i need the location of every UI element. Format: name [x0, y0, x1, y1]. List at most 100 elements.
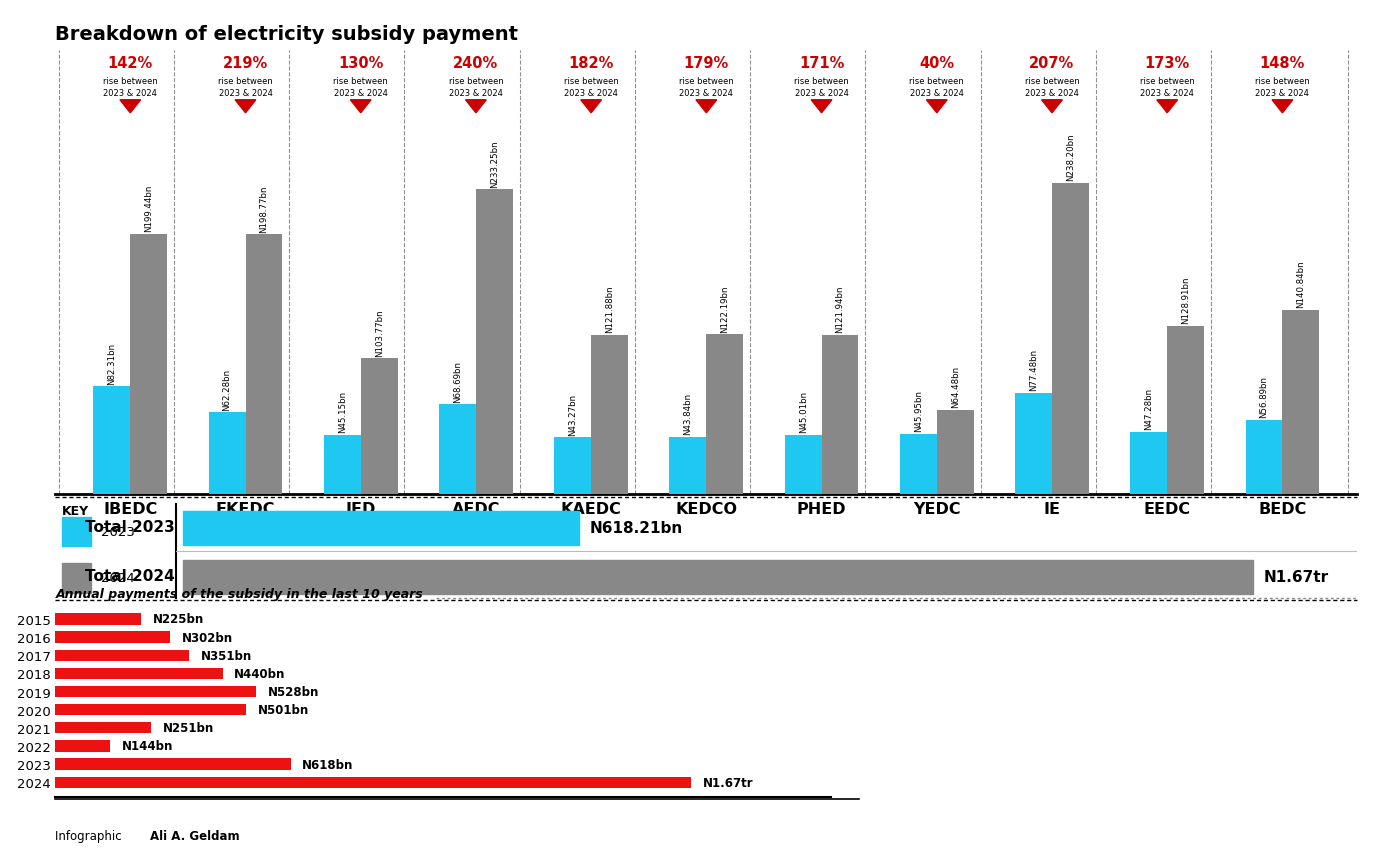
Bar	[1283, 311, 1320, 494]
Polygon shape	[580, 101, 601, 113]
Text: N122.19bn: N122.19bn	[720, 285, 730, 332]
Text: Ali A. Geldam: Ali A. Geldam	[150, 829, 240, 842]
Text: N121.88bn: N121.88bn	[605, 285, 614, 333]
Text: rise between: rise between	[679, 78, 734, 86]
Text: N45.95bn: N45.95bn	[914, 389, 922, 432]
Text: N618bn: N618bn	[302, 757, 353, 771]
Text: 142%: 142%	[108, 56, 152, 72]
Bar	[183, 561, 1253, 595]
Text: 2023 & 2024: 2023 & 2024	[910, 89, 964, 98]
Text: Annual payments of the subsidy in the last 10 years: Annual payments of the subsidy in the la…	[55, 587, 424, 600]
Text: rise between: rise between	[102, 78, 158, 86]
Text: 130%: 130%	[338, 56, 384, 72]
Bar	[245, 235, 283, 494]
Text: N103.77bn: N103.77bn	[375, 308, 384, 356]
Text: 2023 & 2024: 2023 & 2024	[334, 89, 388, 98]
Text: N47.28bn: N47.28bn	[1144, 388, 1154, 430]
Text: rise between: rise between	[217, 78, 273, 86]
Text: N351bn: N351bn	[201, 649, 252, 662]
Polygon shape	[1042, 101, 1062, 113]
Bar	[1130, 433, 1168, 494]
Polygon shape	[120, 101, 141, 113]
Bar	[554, 438, 591, 494]
Text: N225bn: N225bn	[152, 613, 204, 625]
Bar	[55, 686, 256, 697]
Text: 219%: 219%	[223, 56, 269, 72]
Bar	[55, 722, 151, 734]
Polygon shape	[1156, 101, 1177, 113]
Text: 2023 & 2024: 2023 & 2024	[104, 89, 158, 98]
Bar	[821, 336, 859, 494]
Text: rise between: rise between	[794, 78, 849, 86]
Text: N121.94bn: N121.94bn	[835, 285, 845, 332]
Text: Total 2023: Total 2023	[86, 520, 175, 535]
Bar	[439, 405, 476, 494]
Text: rise between: rise between	[449, 78, 503, 86]
Text: N77.48bn: N77.48bn	[1029, 348, 1037, 390]
Text: N64.48bn: N64.48bn	[950, 366, 960, 407]
Text: N528bn: N528bn	[267, 685, 319, 698]
Bar	[1168, 326, 1204, 494]
Bar	[130, 234, 168, 494]
Bar	[55, 613, 141, 625]
Bar	[55, 758, 291, 770]
Text: N62.28bn: N62.28bn	[223, 368, 231, 411]
Text: 179%: 179%	[684, 56, 729, 72]
Text: N68.69bn: N68.69bn	[453, 360, 463, 402]
Text: 148%: 148%	[1260, 56, 1305, 72]
Polygon shape	[927, 101, 947, 113]
Text: N199.44bn: N199.44bn	[144, 184, 154, 232]
Bar	[55, 740, 111, 751]
Bar	[55, 631, 170, 643]
Bar	[1053, 184, 1089, 494]
Text: N238.20bn: N238.20bn	[1066, 134, 1075, 181]
Bar	[55, 705, 247, 716]
Polygon shape	[697, 101, 716, 113]
Text: KEY: KEY	[62, 504, 89, 518]
Polygon shape	[812, 101, 832, 113]
Text: 2023 & 2024: 2023 & 2024	[1140, 89, 1194, 98]
Text: N43.84bn: N43.84bn	[683, 393, 692, 435]
Text: 2023 & 2024: 2023 & 2024	[449, 89, 503, 98]
Bar	[209, 413, 245, 494]
Bar	[93, 387, 130, 494]
Text: rise between: rise between	[1140, 78, 1195, 86]
Bar	[55, 650, 188, 661]
Bar	[55, 668, 223, 679]
Text: N82.31bn: N82.31bn	[108, 343, 116, 384]
Text: N618.21bn: N618.21bn	[590, 521, 683, 536]
Text: 2023 & 2024: 2023 & 2024	[1025, 89, 1079, 98]
Polygon shape	[465, 101, 486, 113]
Text: N501bn: N501bn	[258, 704, 309, 717]
Text: N144bn: N144bn	[122, 740, 173, 752]
Bar	[476, 190, 512, 494]
Text: 207%: 207%	[1029, 56, 1075, 72]
Text: 173%: 173%	[1144, 56, 1190, 72]
Text: N140.84bn: N140.84bn	[1296, 261, 1305, 308]
Text: 2023 & 2024: 2023 & 2024	[680, 89, 733, 98]
Text: Infographic: Infographic	[55, 829, 126, 842]
Bar	[706, 335, 744, 494]
Polygon shape	[350, 101, 371, 113]
Text: N45.01bn: N45.01bn	[799, 391, 807, 433]
Text: Total 2024: Total 2024	[86, 568, 175, 584]
Bar	[62, 563, 90, 593]
Text: 2023 & 2024: 2023 & 2024	[219, 89, 273, 98]
Text: 171%: 171%	[799, 56, 845, 72]
Bar	[785, 435, 821, 494]
Text: N1.67tr: N1.67tr	[702, 776, 753, 789]
Text: Breakdown of electricity subsidy payment: Breakdown of electricity subsidy payment	[55, 25, 518, 44]
Text: N302bn: N302bn	[181, 630, 233, 644]
Bar	[591, 336, 627, 494]
Bar	[183, 511, 579, 546]
Text: 40%: 40%	[920, 56, 954, 72]
Bar	[55, 777, 691, 788]
Polygon shape	[235, 101, 256, 113]
Text: 2024: 2024	[101, 572, 134, 584]
Text: 2023: 2023	[101, 526, 134, 538]
Text: rise between: rise between	[564, 78, 619, 86]
Bar	[62, 517, 90, 547]
Bar	[900, 435, 936, 494]
Text: N43.27bn: N43.27bn	[568, 393, 578, 435]
Text: 2023 & 2024: 2023 & 2024	[1255, 89, 1309, 98]
